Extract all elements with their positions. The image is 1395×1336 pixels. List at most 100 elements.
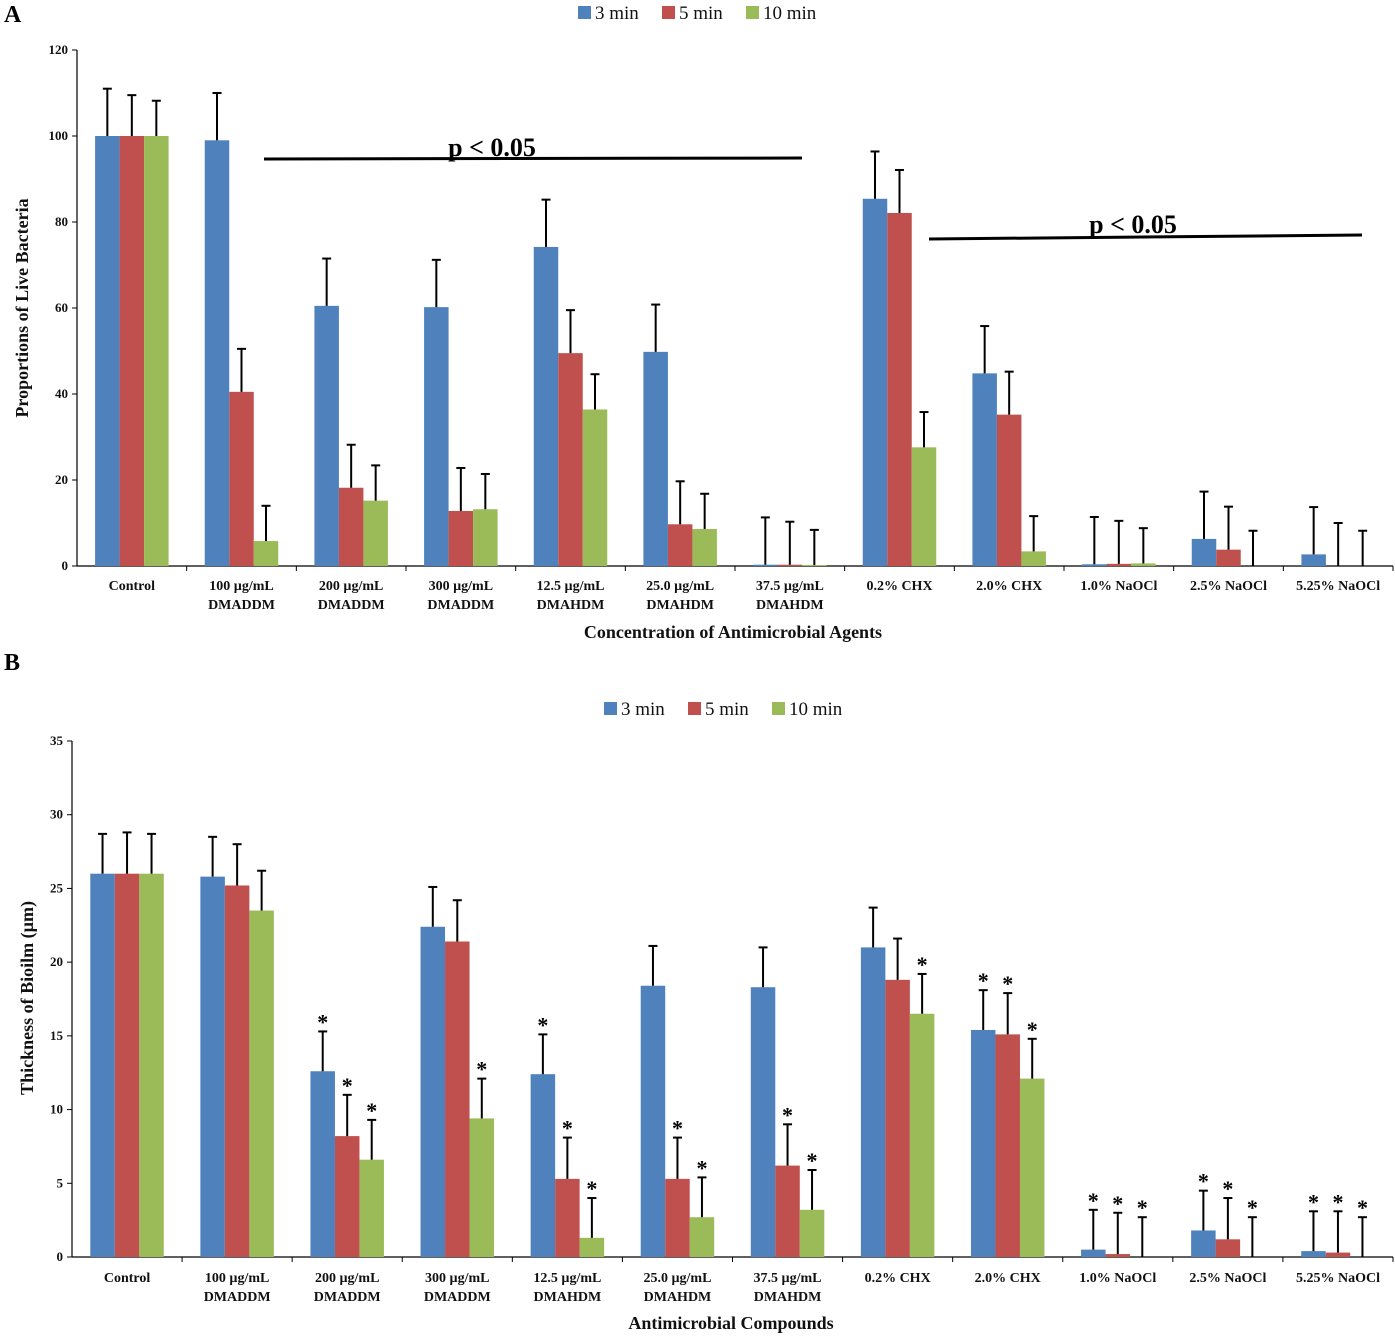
y-tick-label: 20 [50,954,63,969]
bar-3min-10 [1191,538,1217,566]
category-label: 0.2% CHX [865,1271,931,1286]
category-label: 2.5% NaOCl [1189,1271,1266,1286]
bar-3min-7 [860,947,886,1257]
bar-10min-9 [1131,563,1156,566]
category-label: 200 µg/mL [315,1271,379,1286]
bar-3min-0 [90,873,115,1257]
significance-star: * [476,1057,487,1082]
bar-3min-9 [1082,564,1107,566]
bar-10min-2 [363,500,388,566]
significance-star: * [1247,1195,1258,1220]
panel-a-bars [95,87,1368,567]
bar-5min-8 [995,1034,1020,1257]
category-label: 1.0% NaOCl [1080,579,1157,594]
category-label: DMADDM [424,1290,491,1305]
significance-star: * [1002,971,1013,996]
panel-b-y-ticks: 0 5 10 15 20 25 30 35 [50,733,72,1264]
y-tick-label: 0 [57,1249,64,1264]
bar-3min-11 [1301,554,1326,566]
significance-star: * [807,1148,818,1173]
legend-a-swatch-5min [662,6,675,19]
bar-3min-7 [862,198,888,566]
bar-5min-2 [338,487,364,566]
legend-a-swatch-3min [578,6,591,19]
category-label: 37.5 µg/mL [756,579,824,594]
panel-a: A 3 min 5 min 10 min Proportions of Live… [4,2,1394,642]
significance-star: * [1027,1017,1038,1042]
category-label: 12.5 µg/mL [537,579,605,594]
category-label: 5.25% NaOCl [1296,1271,1380,1286]
significance-line-1 [263,156,803,161]
panel-b: B 3 min 5 min 10 min Thickness of Bioilm… [4,650,1394,1333]
bar-10min-8 [1021,551,1046,566]
y-tick-label: 60 [55,300,68,315]
bar-3min-3 [424,307,449,566]
panel-a-legend: 3 min 5 min 10 min [578,3,817,24]
bar-10min-7 [911,447,937,566]
bar-3min-2 [314,305,339,566]
bar-3min-5 [643,351,668,566]
significance-star: * [366,1098,377,1123]
y-tick-label: 15 [50,1028,64,1043]
category-label: 2.0% CHX [975,1271,1041,1286]
bar-5min-10 [1215,1239,1241,1257]
bar-5min-4 [558,353,583,566]
legend-a-label-3min: 3 min [595,3,639,24]
legend-a-label-10min: 10 min [763,3,817,24]
bar-5min-5 [665,1178,690,1257]
legend-b-swatch-5min [688,702,701,715]
bar-5min-9 [1105,1254,1131,1257]
bar-3min-1 [204,140,230,567]
category-label: 25.0 µg/mL [643,1271,711,1286]
category-label: DMAHDM [534,1290,602,1305]
category-label: 12.5 µg/mL [533,1271,601,1286]
bar-3min-6 [750,987,776,1257]
significance-star: * [586,1176,597,1201]
bar-10min-3 [473,509,498,566]
y-tick-label: 25 [50,880,64,895]
y-tick-label: 80 [55,214,68,229]
category-label: DMAHDM [756,598,824,613]
bar-3min-10 [1191,1230,1216,1257]
significance-star: * [1137,1195,1148,1220]
significance-star: * [1112,1191,1123,1216]
category-label: 2.5% NaOCl [1190,579,1267,594]
panel-b-label: B [4,650,20,676]
panel-a-x-axis-title: Concentration of Antimicrobial Agents [584,622,882,642]
significance-star: * [917,952,928,977]
category-label: DMADDM [204,1290,271,1305]
significance-text-1: p < 0.05 [448,133,536,162]
bar-5min-10 [1216,549,1241,566]
legend-b-swatch-10min [772,702,785,715]
y-tick-label: 10 [50,1102,63,1117]
bar-3min-6 [753,564,778,566]
y-tick-label: 35 [50,733,64,748]
significance-star: * [537,1012,548,1037]
category-label: 1.0% NaOCl [1079,1271,1156,1286]
significance-star: * [562,1116,573,1141]
bar-10min-5 [689,1217,715,1257]
category-label: DMADDM [208,598,275,613]
bar-10min-7 [909,1013,935,1257]
bar-5min-7 [887,212,912,566]
y-tick-label: 0 [62,558,69,573]
bar-10min-0 [139,873,164,1257]
bar-10min-1 [249,910,274,1257]
significance-line-2 [928,233,1363,241]
bar-3min-2 [310,1071,335,1257]
category-label: 0.2% CHX [866,579,932,594]
category-label: 2.0% CHX [976,579,1042,594]
bar-5min-1 [224,885,250,1257]
bar-10min-2 [359,1159,384,1257]
bar-5min-9 [1106,563,1132,566]
bar-5min-7 [885,979,910,1257]
legend-b-label-3min: 3 min [621,699,665,720]
y-tick-label: 5 [57,1175,64,1190]
bar-5min-0 [119,136,145,566]
panel-a-y-axis-title: Proportions of Live Bacteria [12,198,32,417]
category-label: DMADDM [318,598,385,613]
bar-3min-8 [970,1029,996,1257]
bar-3min-4 [533,246,559,566]
bar-3min-3 [420,926,446,1257]
category-label: 100 µg/mL [209,579,273,594]
